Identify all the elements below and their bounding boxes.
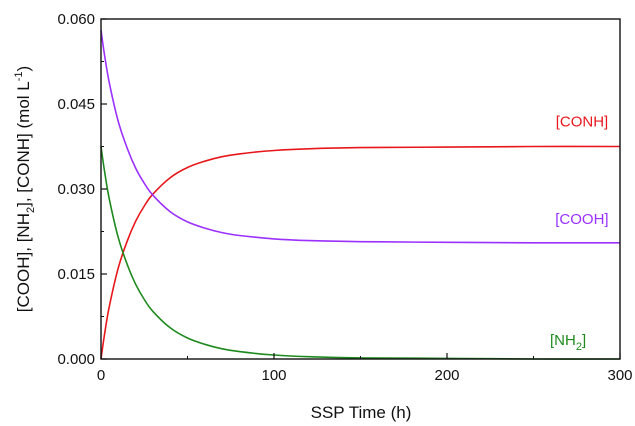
y-tick-label: 0.060	[57, 11, 95, 28]
x-tick-label: 100	[261, 367, 286, 384]
series-label-layer: [CONH] [COOH] [NH2]	[550, 114, 609, 354]
x-tick-label: 200	[434, 367, 459, 384]
series-line-2	[100, 146, 621, 360]
series-label-tail: ]	[582, 332, 586, 349]
x-axis-title: SSP Time (h)	[311, 403, 412, 422]
y-tick-label: 0.045	[57, 96, 95, 113]
y-tick-label: 0.000	[57, 351, 95, 368]
plot-frame	[100, 18, 621, 360]
y-axis-title-part-3: )	[14, 66, 33, 72]
series-layer	[100, 30, 621, 360]
y-axis-title-part-1: [COOH], [NH	[14, 213, 33, 312]
series-label-2: [NH2]	[550, 332, 586, 353]
y-axis-title-part-2: ], [CONH] (mol L	[14, 81, 33, 207]
series-label-text: [COOH]	[555, 211, 608, 228]
y-axis-title: [COOH], [NH2], [CONH] (mol L-1)	[13, 66, 37, 312]
x-tick-label: 300	[607, 367, 632, 384]
tick-layer: 0 100 200 300 0.000 0.015 0.030 0.045 0.060	[57, 11, 632, 384]
y-tick-label: 0.015	[57, 266, 95, 283]
series-label-text: [NH	[550, 332, 576, 349]
y-tick-label: 0.030	[57, 181, 95, 198]
series-label-text: [CONH]	[556, 114, 609, 131]
series-label-1: [COOH]	[555, 211, 608, 228]
series-label-0: [CONH]	[556, 114, 609, 131]
x-tick-label: 0	[97, 367, 105, 384]
y-axis-title-superscript: -1	[13, 71, 25, 81]
series-line-0	[100, 145, 621, 360]
series-label-subscript: 2	[576, 341, 582, 353]
series-line-1	[100, 30, 621, 244]
y-axis-title-subscript: 2	[25, 207, 37, 213]
